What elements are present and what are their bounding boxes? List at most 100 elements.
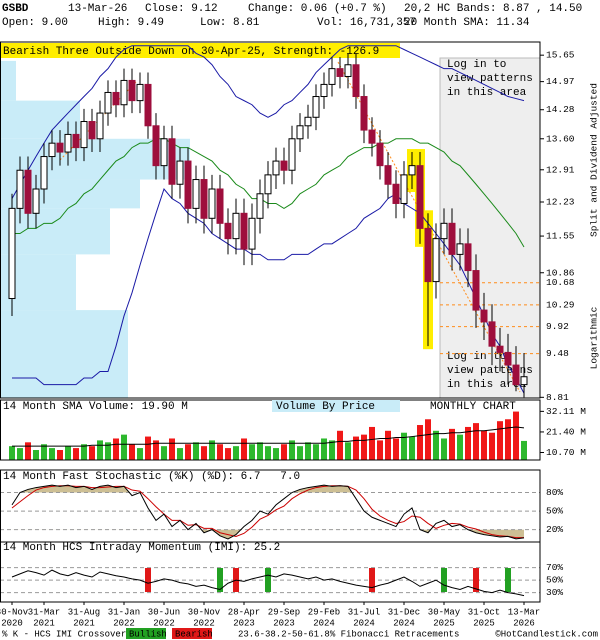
volume-bar [97,440,103,460]
volume-bar [113,438,119,460]
volume-bar [161,446,167,460]
panel-title: 14 Month SMA Volume: 19.90 M [3,401,188,413]
x-tick-label: 2024 [393,618,415,628]
volume-bar [257,442,263,460]
volume-bar [249,444,255,460]
volume-bar [177,448,183,460]
y-tick-label: 15.65 [546,50,575,61]
header-text: Low: 8.81 [200,17,260,29]
volume-bar [209,440,215,460]
volume-bar [9,446,15,460]
volume-bar [361,434,367,460]
x-tick-label: 2025 [433,618,455,628]
side-label: Logarithmic [589,306,600,369]
imi-line [11,569,525,597]
volume-bar [129,444,135,460]
volume-bar [41,444,47,460]
candle-body [176,160,184,185]
candle-body [432,238,440,283]
volume-bar [81,444,87,460]
candle-body [104,91,112,114]
volume-bar [353,436,359,460]
volume-bar [401,432,407,460]
volume-bar [393,438,399,460]
annotation: Bearish Three Outside Down on 30-Apr-25,… [3,46,379,58]
candle-body [488,321,496,347]
y-tick-label: 10.70 M [546,447,586,458]
candle-body [312,96,320,118]
header-text: Close: 9.12 [145,3,218,15]
candle-body [152,125,160,167]
vbp-label: Volume By Price [276,401,375,413]
candle-body [272,160,280,176]
x-tick-label: 2021 [33,618,55,628]
candle-body [8,207,16,300]
volume-bar [457,434,463,460]
volume-bar [465,426,471,460]
y-tick-label: 14.28 [546,104,575,115]
candle-body [128,79,136,102]
volume-bar [201,446,207,460]
candle-body [376,142,384,167]
crossover-marker [265,568,271,592]
y-tick-label: 8.81 [546,392,569,403]
volume-bar [321,438,327,460]
candle-body [440,222,448,240]
candle-body [200,179,208,219]
candle-body [392,183,400,204]
candle-body [336,68,344,77]
x-tick-label: 31-Jul [348,607,380,617]
x-tick-label: 13-Mar [508,607,540,617]
candle-body [48,142,56,158]
volume-bar [105,442,111,460]
candle-body [344,64,352,77]
volume-bar [225,448,231,460]
legend-swatch [172,628,212,639]
annotation-box [0,43,400,58]
legend-label: % K - HCS IMI Crossover: [2,629,132,639]
volume-bar [481,430,487,460]
locked-text: Log in to [447,59,506,71]
header-text: High: 9.49 [98,17,164,29]
y-tick-label: 30% [546,587,563,598]
candle-body [216,188,224,224]
volume-bar [17,448,23,460]
fib-label: 10.68 [546,277,575,288]
x-tick-label: 28-Apr [228,607,260,617]
volume-bar [241,438,247,460]
x-tick-label: 29-Feb [308,607,340,617]
volume-bar [89,446,95,460]
chart-period: MONTHLY CHART [430,401,516,413]
x-tick-label: 2023 [273,618,295,628]
volume-bar [369,426,375,460]
volume-bar [289,440,295,460]
copyright: ©HotCandlestick.com [495,629,598,639]
candle-body [464,243,472,272]
volume-bar [65,446,71,460]
volume-by-price-bar [0,100,80,139]
candle-body [40,156,48,190]
x-tick-label: 2023 [233,618,255,628]
header-text: 20,2 HC Bands: 8.87 , 14.50 [404,3,582,15]
x-tick-label: 31-Dec [388,607,420,617]
volume-bar [233,446,239,460]
volume-bar [473,423,479,460]
panel-title: 14 Month HCS Intraday Momentum (IMI): 25… [3,542,280,554]
candle-body [520,376,528,386]
locked-text: in this area [447,87,527,99]
vbp-label-bg [272,400,400,412]
x-tick-label: 30-Jun [148,607,180,617]
candle-body [32,188,40,214]
volume-bar [49,448,55,460]
volume-bar [505,419,511,460]
legend-swatch [126,628,166,639]
volume-bar [337,430,343,460]
volume-bar [513,411,519,460]
fib-label: 9.92 [546,321,569,332]
candle-body [416,165,424,229]
header-text: Change: 0.06 (+0.7 %) [248,3,387,15]
header-text: Open: 9.00 [2,17,68,29]
candle-body [224,222,232,240]
candle-body [504,351,512,366]
volume-bar [409,436,415,460]
